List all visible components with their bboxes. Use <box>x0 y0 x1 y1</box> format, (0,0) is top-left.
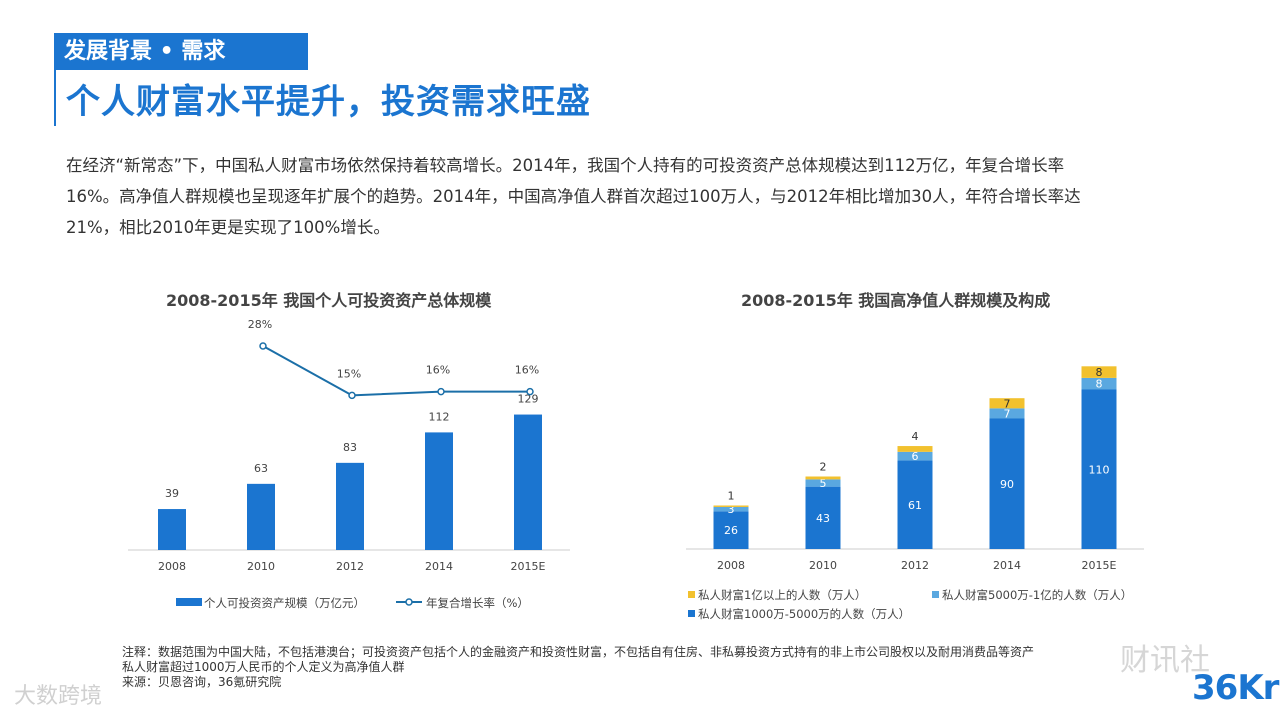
chart2-bar-segment <box>897 460 933 549</box>
intro-paragraph: 在经济“新常态”下，中国私人财富市场依然保持着较高增长。2014年，我国个人持有… <box>66 150 1216 243</box>
footnote-line-2: 私人财富超过1000万人民币的个人定义为高净值人群 <box>122 660 405 674</box>
chart2-segment-label: 61 <box>908 499 922 512</box>
chart2-legend-swatch-1yi <box>688 591 695 598</box>
chart1-rate-point <box>526 387 534 396</box>
chart1-rate-label: 28% <box>248 318 272 331</box>
footnote: 注释：数据范围为中国大陆，不包括港澳台；可投资资产包括个人的金融资产和投资性财富… <box>122 645 1202 690</box>
page-title: 个人财富水平提升，投资需求旺盛 <box>66 82 591 122</box>
intro-line-2: 16%。高净值人群规模也呈现逐年扩展个的趋势。2014年，中国高净值人群首次超过… <box>66 187 1081 206</box>
chart2-bar-segment <box>805 476 841 480</box>
chart1-legend-bar-swatch <box>176 598 202 606</box>
section-tag: 发展背景 • 需求 <box>54 33 308 70</box>
chart2-segment-label: 7 <box>1004 397 1011 410</box>
chart2-hnw-population: 26 31 2008 43 5 2 2010 61 6 4 2012 90 77 2014 110 88 201… <box>686 366 1144 621</box>
chart2-x-tick: 2014 <box>993 559 1021 572</box>
chart2-segment-label: 90 <box>1000 478 1014 491</box>
title-accent-bar <box>54 70 56 126</box>
chart1-bar <box>247 483 275 550</box>
chart2-segment-label: 3 <box>728 503 735 516</box>
chart1-legend-bar-label: 个人可投资资产规模（万亿元） <box>204 596 365 610</box>
chart1-bar-label: 112 <box>429 410 450 423</box>
watermark-caixunshe: 财讯社 <box>1120 643 1210 678</box>
chart2-bar-segment <box>713 505 749 507</box>
chart2-segment-label: 8 <box>1096 366 1103 379</box>
chart1-bar <box>425 432 453 550</box>
chart2-legend-swatch-5000w <box>932 591 939 598</box>
logo-36kr: 36Kr <box>1192 668 1279 708</box>
chart2-legend-label-5000w: 私人财富5000万-1亿的人数（万人） <box>942 588 1132 602</box>
chart2-bar-segment <box>1081 366 1117 378</box>
chart1-bar-label: 39 <box>165 487 179 500</box>
chart1-rate-point <box>259 342 267 350</box>
intro-line-3: 21%，相比2010年更是实现了100%增长。 <box>66 218 390 237</box>
chart2-bar-segment <box>805 486 841 549</box>
chart2-bar-segment <box>713 511 749 549</box>
chart2-bar-segment <box>1081 389 1117 549</box>
chart2-x-tick: 2008 <box>717 559 745 572</box>
chart2-x-tick: 2015E <box>1082 559 1117 572</box>
chart1-legend-line-marker <box>405 598 413 606</box>
chart1-bar <box>158 509 186 550</box>
chart1-x-tick: 2014 <box>425 560 453 573</box>
chart2-segment-label: 7 <box>1004 407 1011 420</box>
watermark-dashu: 大数跨境 <box>14 684 103 709</box>
chart1-bar-label: 63 <box>254 462 268 475</box>
chart2-segment-label: 2 <box>820 461 827 474</box>
chart2-bar-segment <box>989 398 1025 409</box>
chart2-bar-segment <box>897 446 933 452</box>
chart2-bar-segment <box>897 451 933 461</box>
chart2-segment-label: 8 <box>1096 378 1103 391</box>
intro-line-1: 在经济“新常态”下，中国私人财富市场依然保持着较高增长。2014年，我国个人持有… <box>66 156 1065 175</box>
chart2-bar-segment <box>1081 377 1117 390</box>
footnote-source: 来源：贝恩咨询，36氪研究院 <box>122 675 282 689</box>
chart1-rate-point <box>437 387 445 396</box>
chart2-title: 2008-2015年 我国高净值人群规模及构成 <box>741 291 1051 310</box>
chart2-bar-segment <box>989 408 1025 419</box>
chart2-bar-segment <box>805 479 841 487</box>
chart1-rate-label: 16% <box>515 364 539 377</box>
chart2-x-tick: 2010 <box>809 559 837 572</box>
footnote-line-1: 注释：数据范围为中国大陆，不包括港澳台；可投资资产包括个人的金融资产和投资性财富… <box>122 645 1035 659</box>
chart1-legend-line-label: 年复合增长率（%） <box>426 596 529 610</box>
chart1-x-tick: 2015E <box>511 560 546 573</box>
chart2-bar-segment <box>989 418 1025 549</box>
chart1-rate-label: 16% <box>426 364 450 377</box>
chart2-segment-label: 4 <box>912 430 919 443</box>
chart1-title: 2008-2015年 我国个人可投资资产总体规模 <box>166 291 492 310</box>
chart2-bar-segment <box>713 506 749 512</box>
chart1-bar-label: 83 <box>343 441 357 454</box>
chart2-segment-label: 43 <box>816 512 830 525</box>
chart2-segment-label: 110 <box>1089 463 1110 476</box>
chart1-rate-point <box>348 391 356 400</box>
chart2-legend-swatch-1000w <box>688 610 695 617</box>
chart1-investable-assets: 39 2008 63 2010 28% 83 2012 15% 112 2014 16% 129 201… <box>128 318 570 610</box>
chart2-segment-label: 5 <box>820 477 827 490</box>
chart1-rate-line <box>262 345 530 397</box>
chart1-bar <box>514 414 542 550</box>
chart2-segment-label: 1 <box>728 490 735 503</box>
chart1-bar-label: 129 <box>518 393 539 406</box>
chart2-segment-label: 26 <box>724 524 738 537</box>
chart1-bar <box>336 462 364 550</box>
chart1-x-tick: 2012 <box>336 560 364 573</box>
chart2-legend-label-1000w: 私人财富1000万-5000万的人数（万人） <box>698 607 910 621</box>
chart1-x-tick: 2008 <box>158 560 186 573</box>
chart2-segment-label: 6 <box>912 450 919 463</box>
chart1-rate-label: 15% <box>337 367 361 380</box>
chart2-x-tick: 2012 <box>901 559 929 572</box>
chart1-x-tick: 2010 <box>247 560 275 573</box>
chart2-legend-label-1yi: 私人财富1亿以上的人数（万人） <box>698 588 866 602</box>
